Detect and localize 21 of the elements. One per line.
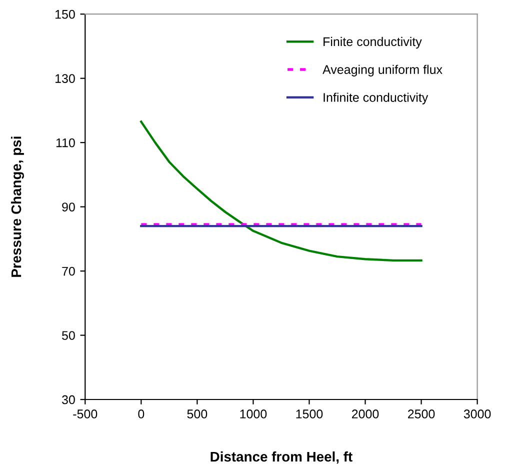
- x-tick-label: 1000: [240, 410, 267, 418]
- x-tick-label: 0: [138, 410, 144, 418]
- x-tick-label: 3000: [464, 410, 491, 418]
- x-tick-label: 2500: [408, 410, 435, 418]
- x-tick-label: 500: [187, 410, 208, 418]
- legend-label: Aveaging uniform flux: [322, 64, 442, 76]
- line-series: [140, 120, 422, 262]
- y-tick-label: 130: [56, 74, 75, 83]
- y-tick-label: 70: [62, 266, 75, 276]
- x-tick-label: -500: [73, 410, 98, 418]
- y-tick-label: 150: [56, 10, 75, 19]
- y-axis-title: Pressure Change, psi: [11, 136, 24, 277]
- y-tick-label: 30: [62, 395, 75, 404]
- legend-label: Finite conductivity: [324, 36, 422, 49]
- legend-label: Infinite conductivity: [324, 92, 428, 104]
- y-tick-label: 90: [62, 202, 75, 212]
- x-axis-title: Distance from Heel, ft: [210, 451, 352, 464]
- x-tick-label: 1500: [296, 410, 323, 418]
- y-tick-label: 110: [56, 138, 75, 148]
- y-tick-label: 50: [62, 331, 75, 340]
- x-tick-label: 2000: [352, 410, 379, 418]
